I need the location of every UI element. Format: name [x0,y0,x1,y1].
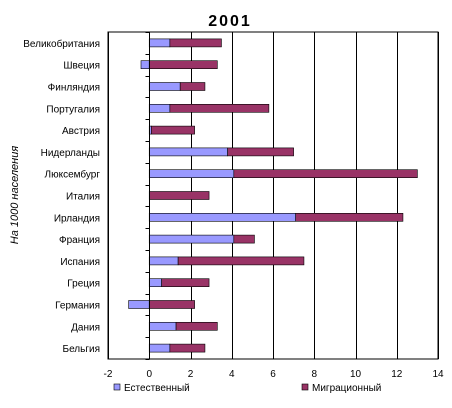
bar-migration [233,169,418,178]
category-label: Финляндия [48,83,100,94]
x-tick-label: 2 [188,369,194,380]
bar-natural [148,38,171,48]
bar-migration [148,60,218,70]
category-label: Португалия [46,104,100,115]
bar-migration [169,343,206,353]
y-axis-label: На 1000 населения [9,146,21,245]
category-label: Швеция [63,61,100,72]
bar-migration [179,82,206,91]
legend-label: Естественный [124,383,190,394]
x-tick-label: 8 [311,369,317,380]
category-label: Италия [66,192,100,203]
bar-migration [295,213,404,222]
bar-migration [169,38,222,48]
bar-natural [140,60,150,70]
bar-natural [148,169,235,178]
x-tick-label: -2 [104,369,113,380]
legend: Естественный Миграционный [113,383,381,394]
category-label: Великобритания [23,38,100,50]
legend-swatch [113,383,121,391]
category-label: Испания [60,257,100,268]
bar-migration [148,191,210,200]
x-tick-label: 4 [229,369,235,380]
category-label: Дания [71,322,100,333]
bar-natural [148,147,228,157]
chart-title: 2001 [208,13,252,30]
category-labels: Великобритания Швеция Финляндия Португалия А… [23,38,100,355]
bar-natural [148,278,162,288]
bar-natural [148,82,181,91]
category-label: Нидерланды [41,148,100,159]
x-tick-labels: -2 0 2 4 6 8 10 12 14 [104,369,444,380]
bar-natural [148,213,296,222]
bar-migration [177,256,305,266]
bar-natural [128,300,150,309]
x-tick-label: 14 [432,369,444,380]
bar-natural [148,234,235,244]
bar-migration [233,234,255,244]
bar-migration [175,321,218,331]
bar-natural [148,256,179,266]
category-label: Германия [55,301,100,312]
category-label: Франция [59,235,100,246]
legend-label: Миграционный [312,383,381,394]
bar-migration [148,300,195,309]
x-tick-label: 12 [391,369,403,380]
bar-migration [169,104,270,113]
category-label: Люксембург [45,169,101,181]
category-label: Ирландия [54,213,100,224]
category-label: Греция [67,279,100,290]
bar-migration [161,278,210,288]
bar-natural [148,343,171,353]
legend-swatch [301,383,309,391]
bar-migration [151,125,195,135]
bar-natural [148,104,171,113]
bar-natural [148,321,177,331]
x-tick-label: 6 [270,369,276,380]
category-label: Бельгия [63,344,101,355]
x-tick-label: 0 [146,369,152,380]
x-tick-label: 10 [350,369,362,380]
axes [145,32,150,360]
bar-migration [227,147,294,157]
category-label: Австрия [62,126,100,137]
